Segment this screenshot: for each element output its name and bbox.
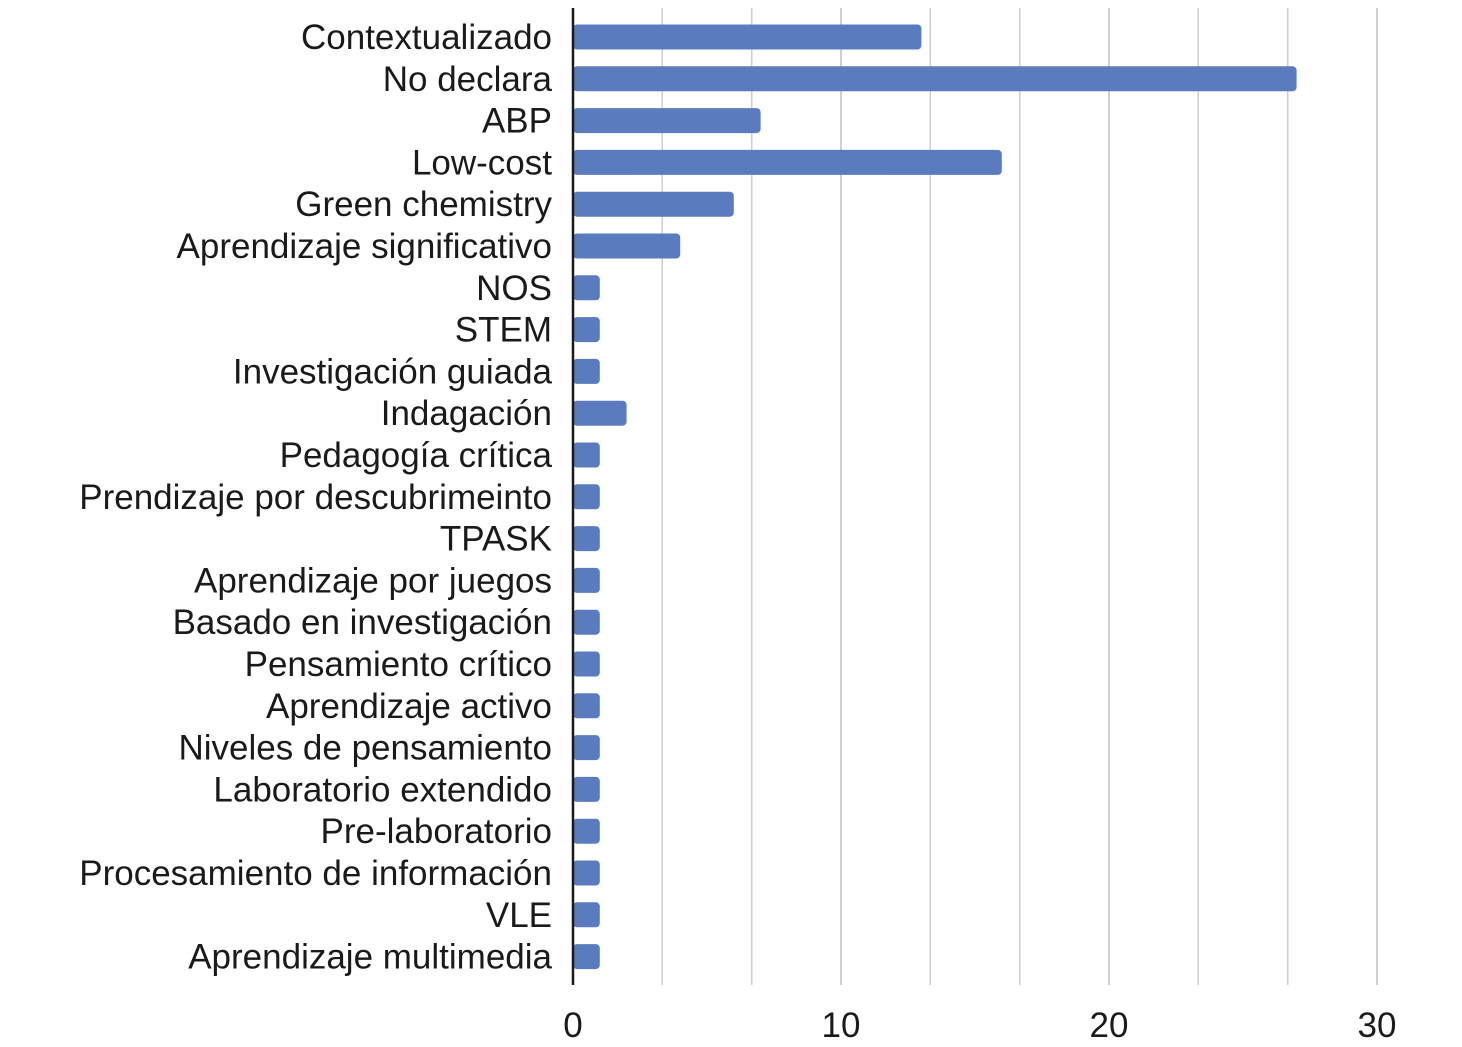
bar (573, 776, 600, 802)
bar (573, 860, 600, 886)
category-label: Investigación guiada (233, 352, 553, 391)
bar (573, 484, 600, 510)
bar (573, 442, 600, 468)
bar (573, 24, 922, 50)
bar (573, 275, 600, 301)
category-label: Indagación (381, 394, 552, 433)
category-label: Pensamiento crítico (245, 645, 552, 684)
category-label: NOS (476, 269, 552, 308)
category-label: Laboratorio extendido (213, 770, 552, 809)
category-label: Pedagogía crítica (280, 436, 553, 475)
x-tick-label: 0 (563, 1006, 582, 1045)
category-label: Procesamiento de información (79, 854, 552, 893)
bar (573, 66, 1297, 92)
category-label: Basado en investigación (173, 603, 552, 642)
category-label: VLE (486, 896, 552, 935)
bar (573, 735, 600, 761)
bar (573, 651, 600, 677)
x-tick-label: 20 (1090, 1006, 1129, 1045)
category-label: Niveles de pensamiento (178, 729, 552, 768)
category-label: No declara (383, 60, 553, 99)
category-label: Contextualizado (301, 18, 552, 57)
category-label: ABP (482, 102, 552, 141)
bar (573, 317, 600, 343)
bar (573, 902, 600, 928)
bar (573, 400, 627, 426)
bar (573, 149, 1002, 175)
category-label: Green chemistry (295, 185, 552, 224)
bar (573, 944, 600, 970)
category-label: Aprendizaje multimedia (188, 938, 552, 977)
x-tick-label: 10 (822, 1006, 861, 1045)
category-label: Pre-laboratorio (321, 812, 553, 851)
bars (573, 24, 1297, 970)
bar (573, 818, 600, 844)
x-tick-label: 30 (1358, 1006, 1397, 1045)
bar (573, 358, 600, 384)
category-label: Low-cost (412, 143, 552, 182)
bar (573, 609, 600, 635)
bar (573, 693, 600, 719)
x-axis-tick-labels: 0 10 20 30 (563, 1006, 1396, 1045)
category-label: Aprendizaje por juegos (194, 561, 552, 600)
bar (573, 233, 681, 259)
category-label: STEM (455, 311, 552, 350)
bar (573, 567, 600, 593)
bar (573, 191, 734, 217)
bar (573, 108, 761, 134)
category-label: TPASK (440, 520, 552, 559)
bar (573, 526, 600, 552)
category-label: Aprendizaje significativo (177, 227, 552, 266)
category-label: Prendizaje por descubrimeinto (79, 478, 552, 517)
category-label: Aprendizaje activo (266, 687, 552, 726)
